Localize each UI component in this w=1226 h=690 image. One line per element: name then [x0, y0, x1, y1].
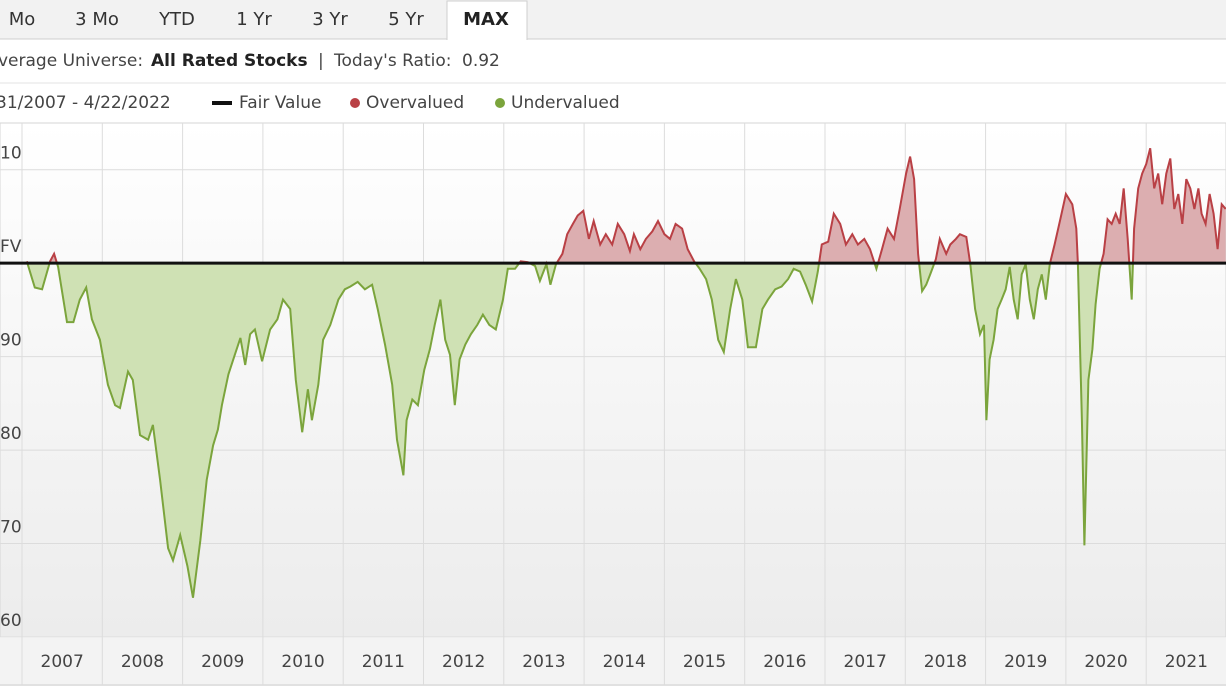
x-tick-label: 2015: [683, 652, 726, 672]
x-tick-label: 2019: [1004, 652, 1047, 672]
x-tick-label: 2011: [362, 652, 405, 672]
tab[interactable]: 3 Yr: [312, 9, 348, 30]
tabs: Mo 3 Mo YTD 1 Yr 3 Yr 5 Yr MAX: [9, 0, 528, 40]
legend-label: Overvalued: [366, 93, 464, 113]
tab[interactable]: 3 Mo: [75, 9, 119, 30]
tab[interactable]: YTD: [158, 9, 195, 30]
x-tick-label: 2008: [121, 652, 164, 672]
date-range: 31/2007 - 4/22/2022: [0, 93, 171, 113]
y-tick-label: 90: [0, 331, 22, 351]
legend: Fair Value Overvalued Undervalued: [212, 93, 620, 113]
x-tick-label: 2017: [844, 652, 887, 672]
undervalued-line: [26, 263, 1134, 598]
x-tick-label: 2013: [522, 652, 565, 672]
x-tick-label: 2014: [603, 652, 646, 672]
tab[interactable]: Mo: [9, 9, 36, 30]
y-tick-label: FV: [0, 237, 22, 257]
x-tick-label: 2020: [1084, 652, 1127, 672]
tab-active[interactable]: MAX: [463, 9, 509, 30]
tab-bar: [0, 0, 1226, 39]
x-axis-band: [0, 638, 1226, 686]
x-tick-label: 2018: [924, 652, 967, 672]
tab[interactable]: 1 Yr: [236, 9, 272, 30]
separator: |: [318, 51, 324, 71]
x-tick-label: 2021: [1165, 652, 1208, 672]
active-tab: [446, 0, 528, 40]
x-tick-label: 2007: [41, 652, 84, 672]
legend-swatch: [495, 98, 505, 108]
y-tick-label: 80: [0, 424, 22, 444]
legend-swatch: [350, 98, 360, 108]
x-tick-label: 2010: [281, 652, 324, 672]
x-tick-label: 2009: [201, 652, 244, 672]
legend-label: Fair Value: [239, 93, 321, 113]
y-tick-label: 10: [0, 144, 22, 164]
y-tick-label: 60: [0, 611, 22, 631]
undervalued-area: [26, 263, 1226, 598]
legend-label: Undervalued: [511, 93, 620, 113]
ratio-label: Today's Ratio:: [333, 51, 451, 71]
overvalued-area: [26, 148, 1226, 264]
tab[interactable]: 5 Yr: [388, 9, 424, 30]
ratio: 0.92: [462, 51, 500, 71]
x-tick-label: 2016: [763, 652, 806, 672]
universe-label: verage Universe:: [0, 51, 143, 71]
y-tick-label: 70: [0, 518, 22, 538]
x-tick-label: 2012: [442, 652, 485, 672]
universe: All Rated Stocks: [151, 51, 308, 71]
